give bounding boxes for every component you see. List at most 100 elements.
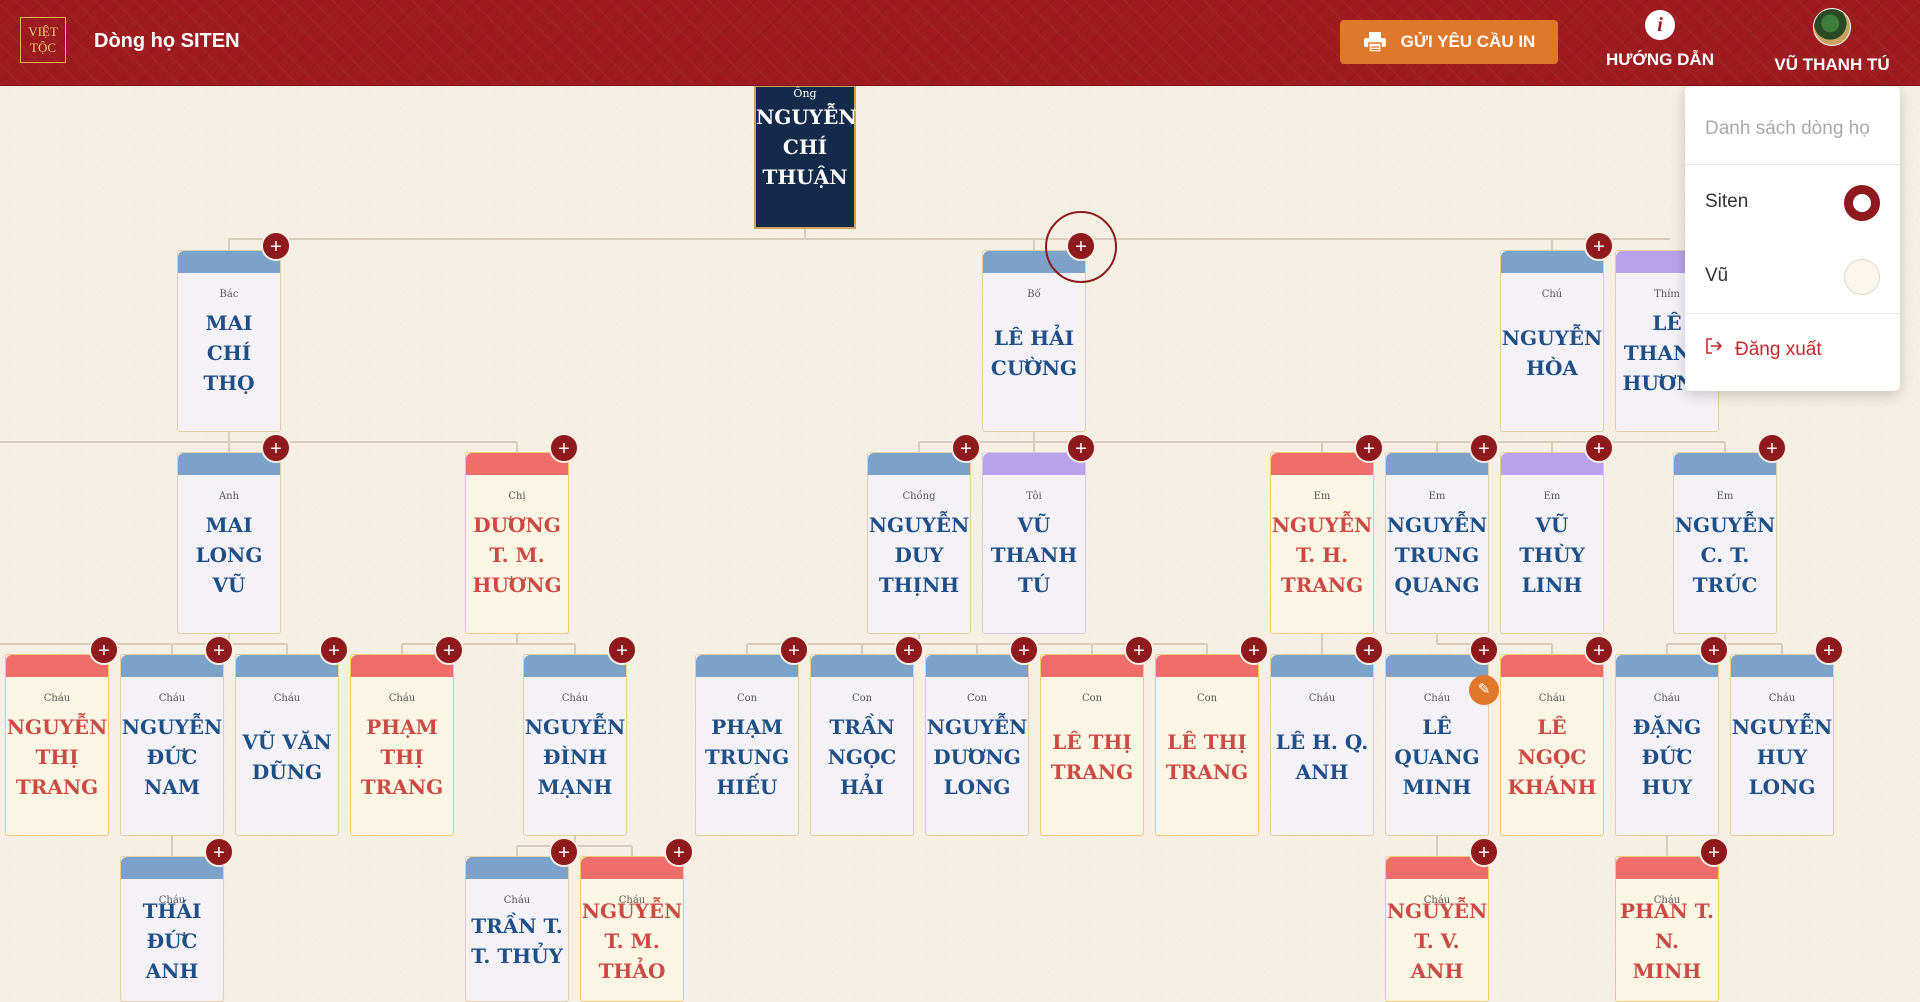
person-card[interactable]: Em VŨ THÙY LINH <box>1500 452 1604 634</box>
card-cap <box>466 453 568 475</box>
add-relative-plus-icon[interactable]: + <box>664 837 694 867</box>
person-card[interactable]: Cháu THÁI ĐỨC ANH <box>120 856 224 1002</box>
top-header: VIỆT TỘC Dòng họ SITEN GỬI YÊU CẦU IN i … <box>0 0 1920 86</box>
add-relative-plus-icon[interactable]: + <box>1469 635 1499 665</box>
person-card[interactable]: Cháu PHAN T. N. MINH <box>1615 856 1719 1002</box>
person-relation: Bố <box>1027 289 1041 300</box>
person-card[interactable]: Chị DƯƠNG T. M. HƯƠNG <box>465 452 569 634</box>
family-option-vu[interactable]: Vũ <box>1685 239 1900 313</box>
page-title: Dòng họ SITEN <box>94 30 240 52</box>
add-relative-plus-icon[interactable]: + <box>204 635 234 665</box>
radio-unselected-icon[interactable] <box>1844 259 1880 295</box>
add-relative-plus-icon[interactable]: + <box>1469 837 1499 867</box>
person-card[interactable]: Anh MAI LONG VŨ <box>177 452 281 634</box>
person-card[interactable]: Cháu NGUYỄN T. V. ANH <box>1385 856 1489 1002</box>
add-relative-plus-icon[interactable]: + <box>549 837 579 867</box>
person-card[interactable]: Con TRẦN NGỌC HẢI <box>810 654 914 836</box>
logout-button[interactable]: Đăng xuất <box>1685 314 1900 386</box>
viet-toc-logo[interactable]: VIỆT TỘC <box>20 17 66 63</box>
person-card[interactable]: Cháu NGUYỄN T. M. THẢO <box>580 856 684 1002</box>
person-card[interactable]: Cháu NGUYỄN ĐÌNH MẠNH <box>523 654 627 836</box>
person-name: ĐẶNG ĐỨC HUY <box>1632 715 1702 799</box>
tree-root-card[interactable]: Ông NGUYỄN CHÍ THUẬN <box>754 85 857 229</box>
add-relative-plus-icon[interactable]: + <box>89 635 119 665</box>
card-cap <box>351 655 453 677</box>
card-cap <box>1731 655 1833 677</box>
person-card-self[interactable]: Tôi VŨ THANH TÚ <box>982 452 1086 634</box>
add-relative-plus-icon[interactable]: + <box>1124 635 1154 665</box>
person-card[interactable]: Con LÊ THỊ TRANG <box>1155 654 1259 836</box>
family-option-siten[interactable]: Siten <box>1685 165 1900 239</box>
card-cap <box>6 655 108 677</box>
add-relative-plus-icon[interactable]: + <box>1066 231 1096 261</box>
add-relative-plus-icon[interactable]: + <box>549 433 579 463</box>
person-card[interactable]: Chồng NGUYỄN DUY THỊNH <box>867 452 971 634</box>
add-relative-plus-icon[interactable]: + <box>951 433 981 463</box>
add-relative-plus-icon[interactable]: + <box>1354 433 1384 463</box>
send-print-request-button[interactable]: GỬI YÊU CẦU IN <box>1340 20 1558 64</box>
add-relative-plus-icon[interactable]: + <box>1066 433 1096 463</box>
add-relative-plus-icon[interactable]: + <box>261 231 291 261</box>
person-card[interactable]: Con PHẠM TRUNG HIẾU <box>695 654 799 836</box>
person-name: VŨ THANH TÚ <box>990 513 1078 597</box>
card-cap <box>1501 453 1603 475</box>
family-option-label: Vũ <box>1705 265 1729 286</box>
help-button[interactable]: i HƯỚNG DẪN <box>1600 10 1720 70</box>
add-relative-plus-icon[interactable]: + <box>1584 635 1614 665</box>
person-name: DƯƠNG T. M. HƯƠNG <box>472 513 562 597</box>
person-card[interactable]: Cháu TRẦN T. T. THỦY <box>465 856 569 1002</box>
add-relative-plus-icon[interactable]: + <box>1239 635 1269 665</box>
user-menu-button[interactable]: VŨ THANH TÚ <box>1762 8 1902 75</box>
card-cap <box>1041 655 1143 677</box>
add-relative-plus-icon[interactable]: + <box>1699 837 1729 867</box>
add-relative-plus-icon[interactable]: + <box>1757 433 1787 463</box>
add-relative-plus-icon[interactable]: + <box>1469 433 1499 463</box>
person-card[interactable]: Con LÊ THỊ TRANG <box>1040 654 1144 836</box>
card-cap <box>1271 453 1373 475</box>
person-relation: Ông <box>793 87 817 100</box>
person-card[interactable]: Cháu ĐẶNG ĐỨC HUY <box>1615 654 1719 836</box>
person-card[interactable]: Cháu NGUYỄN HUY LONG <box>1730 654 1834 836</box>
radio-selected-icon[interactable] <box>1844 185 1880 221</box>
edit-pencil-icon[interactable]: ✎ <box>1469 675 1499 705</box>
help-label: HƯỚNG DẪN <box>1606 50 1714 69</box>
person-name: VŨ THÙY LINH <box>1519 513 1585 597</box>
person-relation: Chị <box>508 491 526 502</box>
add-relative-plus-icon[interactable]: + <box>1699 635 1729 665</box>
add-relative-plus-icon[interactable]: + <box>1814 635 1844 665</box>
add-relative-plus-icon[interactable]: + <box>1584 231 1614 261</box>
add-relative-plus-icon[interactable]: + <box>434 635 464 665</box>
add-relative-plus-icon[interactable]: + <box>204 837 234 867</box>
person-card[interactable]: Em NGUYỄN C. T. TRÚC <box>1673 452 1777 634</box>
person-card[interactable]: Cháu LÊ H. Q. ANH <box>1270 654 1374 836</box>
add-relative-plus-icon[interactable]: + <box>319 635 349 665</box>
person-card[interactable]: Cháu PHẠM THỊ TRANG <box>350 654 454 836</box>
person-card[interactable]: Cháu NGUYỄN THỊ TRANG <box>5 654 109 836</box>
person-card[interactable]: Cháu VŨ VĂN DŨNG <box>235 654 339 836</box>
person-name: MAI CHÍ THỌ <box>203 311 255 395</box>
add-relative-plus-icon[interactable]: + <box>1354 635 1384 665</box>
card-cap <box>1674 453 1776 475</box>
card-cap <box>121 857 223 879</box>
add-relative-plus-icon[interactable]: + <box>779 635 809 665</box>
person-card[interactable]: Em NGUYỄN TRUNG QUANG <box>1385 452 1489 634</box>
person-card[interactable]: Em NGUYỄN T. H. TRANG <box>1270 452 1374 634</box>
person-card[interactable]: Cháu LÊ NGỌC KHÁNH <box>1500 654 1604 836</box>
person-relation: Cháu <box>1538 693 1566 704</box>
add-relative-plus-icon[interactable]: + <box>1584 433 1614 463</box>
person-name: NGUYỄN C. T. TRÚC <box>1674 513 1776 597</box>
add-relative-plus-icon[interactable]: + <box>261 433 291 463</box>
card-cap <box>1616 857 1718 879</box>
person-card[interactable]: Con NGUYỄN DƯƠNG LONG <box>925 654 1029 836</box>
add-relative-plus-icon[interactable]: + <box>894 635 924 665</box>
person-card[interactable]: Cháu NGUYỄN ĐỨC NAM <box>120 654 224 836</box>
add-relative-plus-icon[interactable]: + <box>607 635 637 665</box>
person-card[interactable]: Chú NGUYỄN HÒA <box>1500 250 1604 432</box>
person-card[interactable]: Bác MAI CHÍ THỌ <box>177 250 281 432</box>
card-cap <box>466 857 568 879</box>
add-relative-plus-icon[interactable]: + <box>1009 635 1039 665</box>
person-name: NGUYỄN CHÍ THUẬN <box>756 105 857 189</box>
person-relation: Cháu <box>1653 895 1681 906</box>
info-icon: i <box>1645 10 1675 40</box>
card-cap <box>581 857 683 879</box>
